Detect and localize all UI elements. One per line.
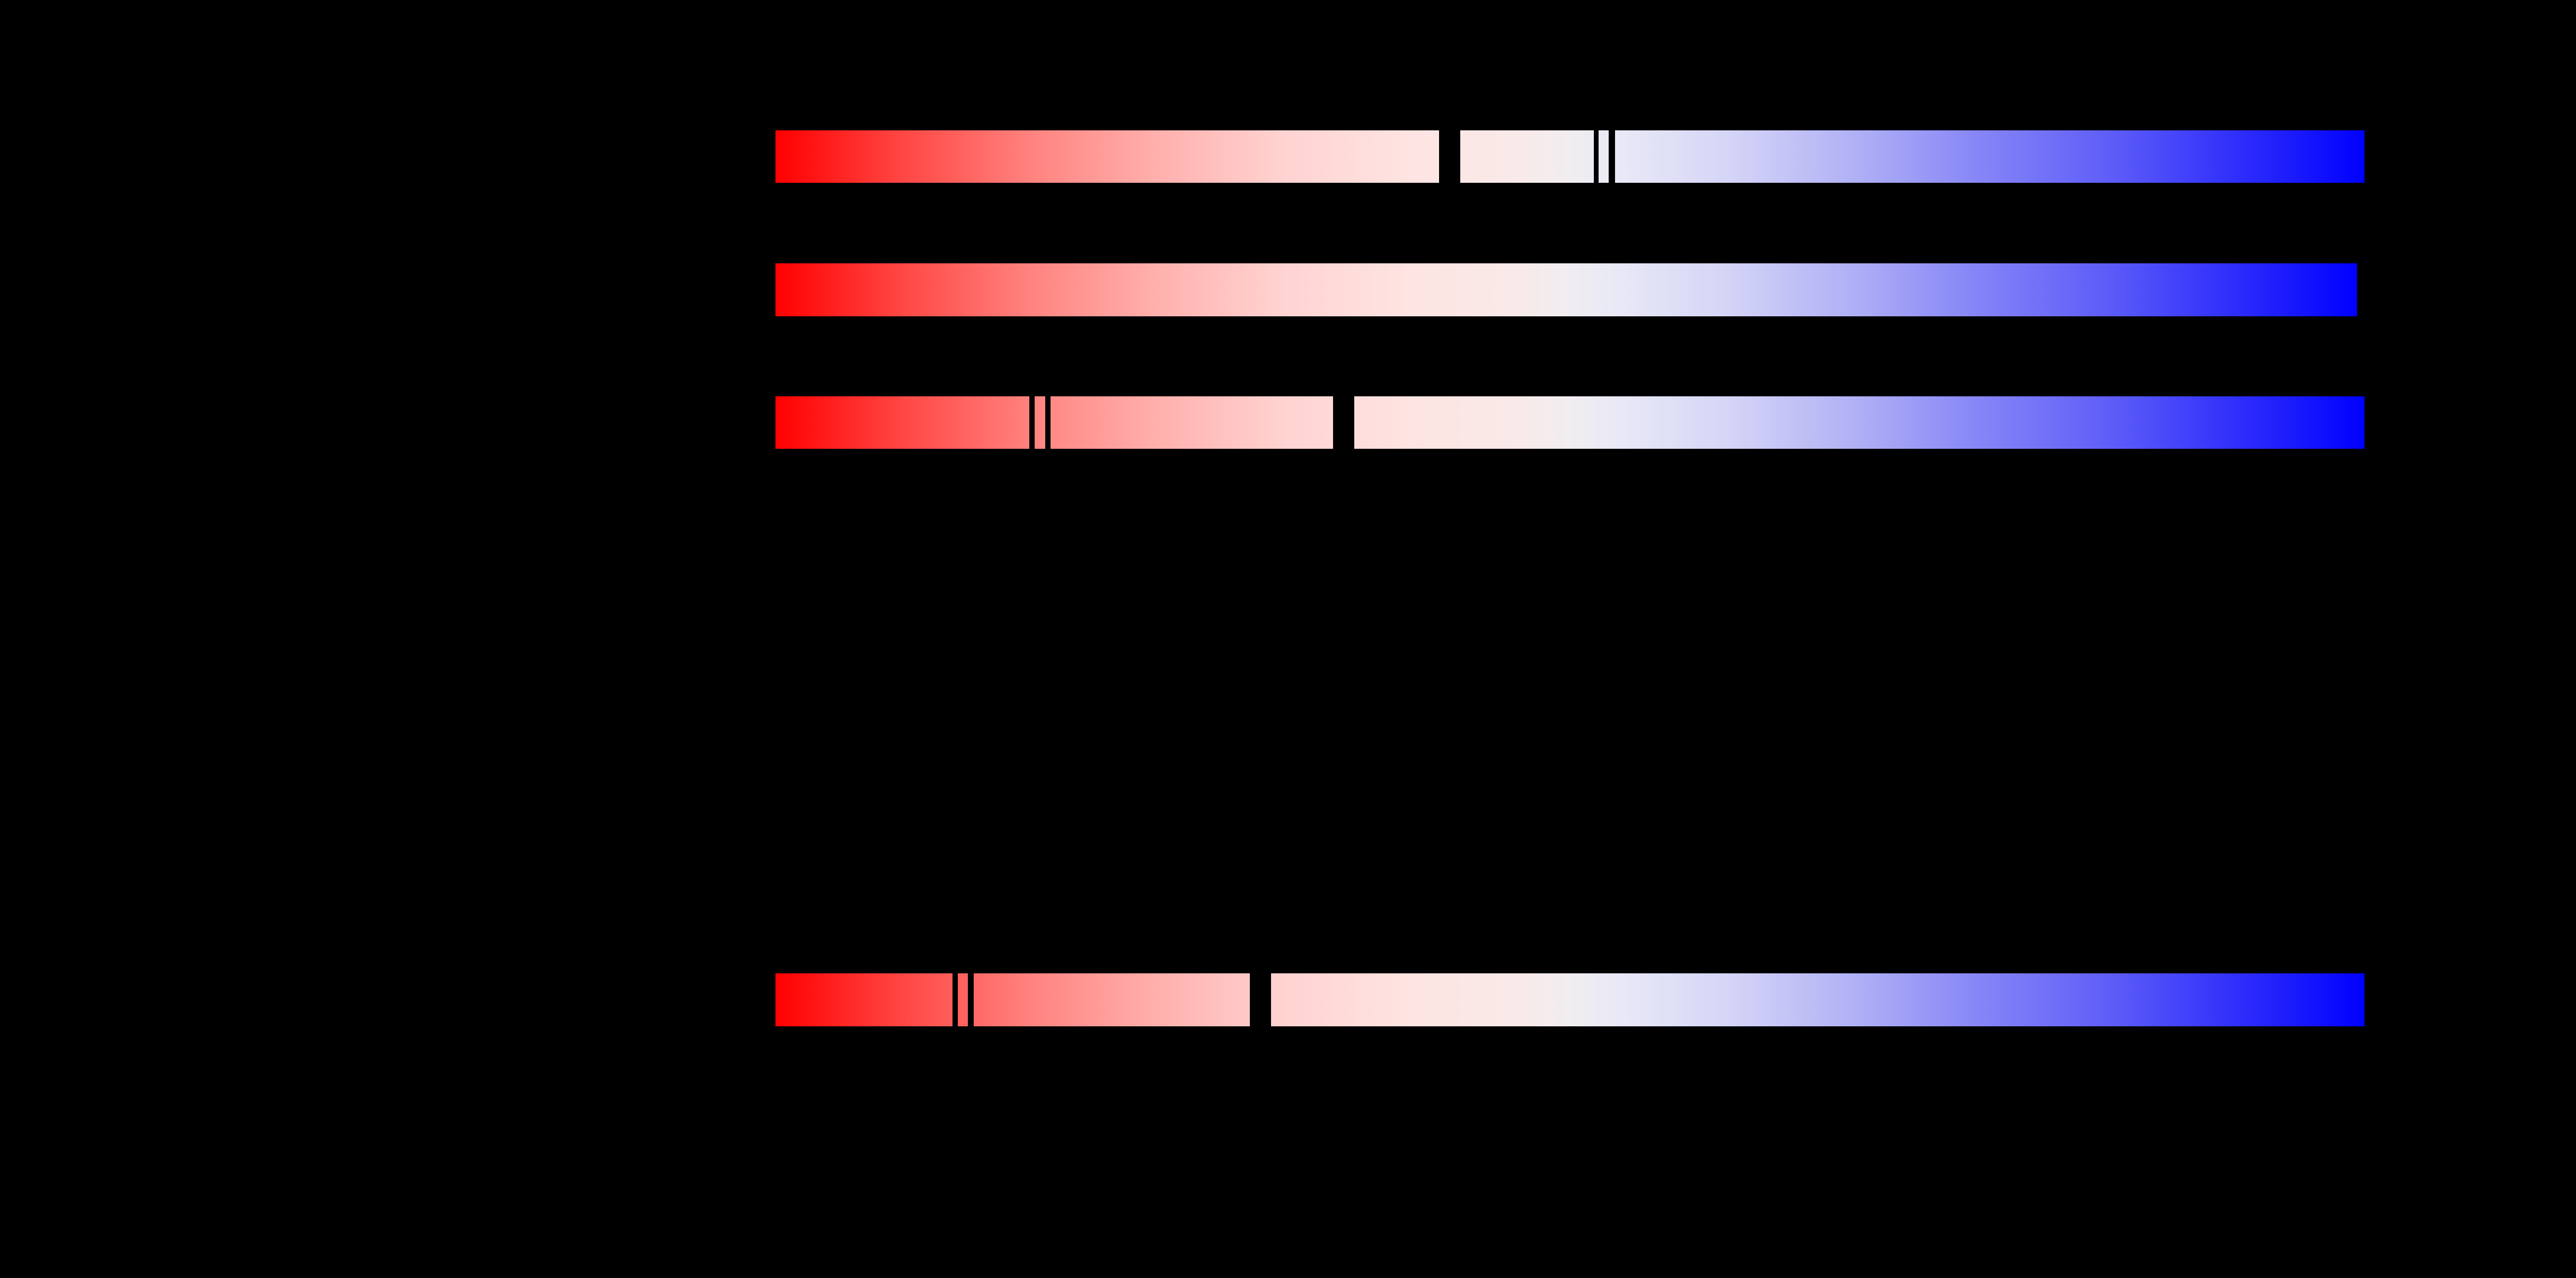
segment-break-thin-tick bbox=[1609, 130, 1615, 183]
segment-break-thin-tick bbox=[1029, 396, 1035, 449]
gradient-bar-4 bbox=[775, 973, 2365, 1026]
segment-break-wide-gap bbox=[1333, 396, 1354, 449]
gradient-bar-1 bbox=[775, 130, 2365, 183]
segment-break-thin-tick bbox=[1045, 396, 1051, 449]
segment-break-wide-gap bbox=[1439, 130, 1460, 183]
gradient-bar-3 bbox=[775, 396, 2365, 449]
gradient-bar-2 bbox=[775, 263, 2357, 316]
segment-break-thin-tick bbox=[968, 973, 974, 1026]
segment-break-thin-tick bbox=[1594, 130, 1599, 183]
segment-break-thin-tick bbox=[952, 973, 958, 1026]
segment-break-wide-gap bbox=[1250, 973, 1271, 1026]
